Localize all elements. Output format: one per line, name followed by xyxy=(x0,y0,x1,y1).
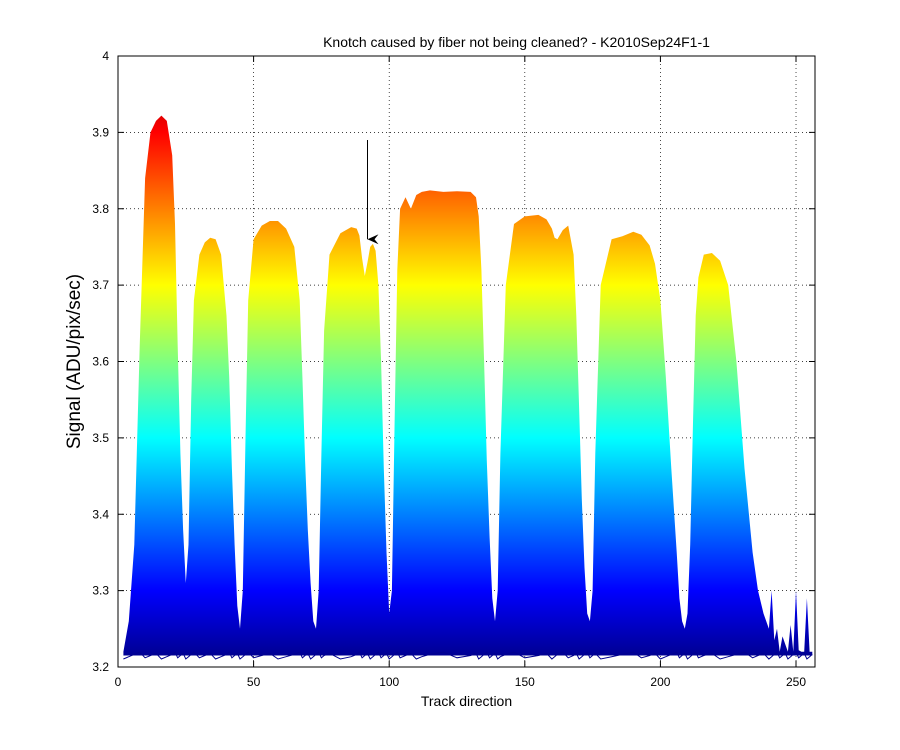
y-tick-label: 3.4 xyxy=(92,507,109,521)
x-tick-label: 200 xyxy=(650,675,670,689)
y-axis-label: Signal (ADU/pix/sec) xyxy=(64,274,85,449)
y-tick-label: 3.7 xyxy=(92,278,109,292)
y-tick-label: 3.5 xyxy=(92,431,109,445)
x-tick-label: 250 xyxy=(786,675,806,689)
x-axis-label: Track direction xyxy=(421,693,512,709)
y-tick-label: 3.9 xyxy=(92,125,109,139)
y-tick-label: 3.8 xyxy=(92,202,109,216)
x-tick-label: 100 xyxy=(379,675,399,689)
signal-area xyxy=(123,115,813,656)
y-tick-label: 4 xyxy=(102,49,109,63)
y-axis: 3.2 3.3 3.4 3.5 3.6 3.7 3.8 3.9 4 xyxy=(92,49,815,674)
signal-outline xyxy=(123,651,813,660)
x-tick-label: 150 xyxy=(515,675,535,689)
y-tick-label: 3.3 xyxy=(92,584,109,598)
y-tick-label: 3.6 xyxy=(92,355,109,369)
x-axis: 0 50 100 150 200 250 xyxy=(115,56,806,689)
x-tick-label: 50 xyxy=(247,675,261,689)
x-tick-label: 0 xyxy=(115,675,122,689)
y-tick-label: 3.2 xyxy=(92,660,109,674)
chart-title: Knotch caused by fiber not being cleaned… xyxy=(323,34,710,50)
